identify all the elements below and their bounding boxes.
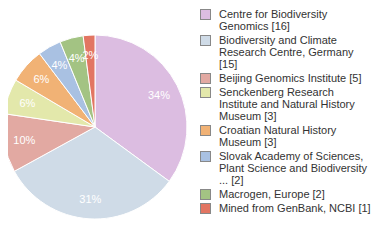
svg-text:34%: 34%	[148, 89, 170, 101]
svg-text:6%: 6%	[34, 73, 50, 85]
html-text:Biodiversity and Climate Resea: Biodiversity and Climate Research Centre…	[219, 34, 354, 70]
html-text:Slovak Academy of Sciences, Pl: Slovak Academy of Sciences, Plant Scienc…	[219, 150, 367, 186]
html-text:Centre for Biodiversity Genomi: Centre for Biodiversity Genomics [16]	[219, 8, 328, 32]
svg-text:2%: 2%	[82, 49, 98, 61]
svg-text:4%: 4%	[68, 51, 85, 64]
html-text:Macrogen, Europe [2]: Macrogen, Europe [2]	[219, 188, 325, 200]
html-text:Senckenberg Research Institute: Senckenberg Research Institute and Natur…	[219, 86, 355, 122]
html-text:Beijing Genomics Institute [5]: Beijing Genomics Institute [5]	[219, 72, 362, 84]
html-text:Mined from GenBank, NCBI [1]: Mined from GenBank, NCBI [1]	[219, 202, 371, 214]
svg-text:6%: 6%	[19, 97, 35, 109]
html-text:Croatian Natural History Museu: Croatian Natural History Museum [3]	[219, 124, 337, 148]
svg-text:10%: 10%	[13, 134, 35, 146]
svg-text:4%: 4%	[52, 59, 68, 71]
svg-text:31%: 31%	[79, 193, 101, 205]
